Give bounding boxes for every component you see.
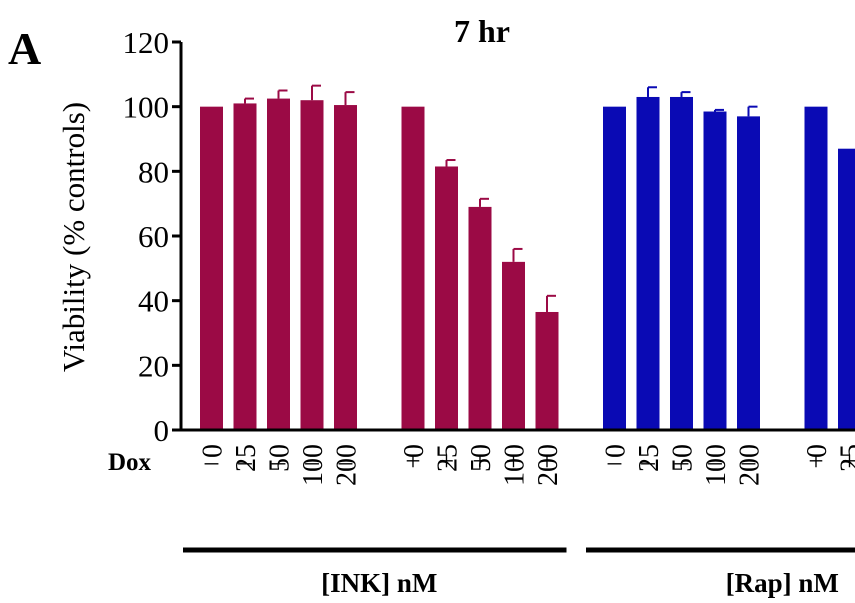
bar (200, 106, 223, 431)
x-tick-label: 25 (231, 444, 262, 472)
dox-sign: – (607, 446, 622, 476)
dox-sign: + (808, 446, 823, 476)
bar (300, 100, 324, 430)
dox-sign: – (707, 446, 722, 476)
x-tick-label: 0 (601, 444, 632, 458)
dox-sign: + (472, 446, 487, 476)
dox-sign: + (842, 446, 855, 476)
bar (703, 111, 727, 431)
y-tick-label: 60 (138, 219, 169, 254)
dox-row-label: Dox (108, 449, 152, 476)
y-tick-label: 40 (138, 284, 169, 319)
chart-title: 7 hr (454, 13, 510, 49)
bar (267, 98, 290, 430)
x-tick-label: 25 (433, 444, 464, 472)
x-tick-label: 25 (634, 444, 665, 472)
bar (435, 166, 458, 430)
x-tick-label: 0 (802, 444, 833, 458)
group-label: [Rap] nM (726, 568, 839, 598)
dox-sign: – (271, 446, 286, 476)
x-tick-label: 100 (500, 444, 531, 486)
dox-sign: + (539, 446, 554, 476)
x-tick-label: 0 (198, 444, 229, 458)
y-tick-label: 20 (138, 348, 169, 383)
bar (636, 96, 660, 430)
y-axis-label: Viability (% controls) (56, 102, 91, 372)
y-tick-label: 100 (123, 90, 170, 125)
bar (401, 106, 425, 431)
x-tick-label: 200 (735, 444, 766, 486)
x-tick-label: 0 (399, 444, 430, 458)
bar (838, 148, 855, 430)
x-tick-label: 200 (533, 444, 564, 486)
dox-sign: + (439, 446, 454, 476)
bar (468, 206, 492, 430)
y-tick-label: 0 (154, 413, 170, 448)
bar (233, 103, 257, 430)
x-tick-label: 50 (466, 444, 497, 472)
bar (737, 116, 760, 430)
x-tick-label: 50 (265, 444, 296, 472)
dox-sign: + (405, 446, 420, 476)
dox-sign: – (304, 446, 319, 476)
bar (535, 311, 559, 430)
group-label: [INK] nM (321, 568, 437, 598)
x-tick-label: 100 (701, 444, 732, 486)
bar (603, 106, 626, 431)
x-tick-label: 50 (668, 444, 699, 472)
bar (804, 106, 828, 431)
panel-letter: A (8, 23, 41, 74)
dox-sign: – (674, 446, 689, 476)
x-tick-label: 200 (332, 444, 363, 486)
x-tick-label: 100 (298, 444, 329, 486)
x-tick-label: 25 (836, 444, 855, 472)
bar (334, 105, 357, 431)
dox-sign: – (741, 446, 756, 476)
y-tick-label: 120 (123, 25, 170, 60)
dox-sign: – (204, 446, 219, 476)
dox-sign: – (237, 446, 252, 476)
bar (670, 96, 693, 430)
bar (502, 261, 525, 430)
y-tick-label: 80 (138, 154, 169, 189)
dox-sign: – (338, 446, 353, 476)
dox-sign: – (640, 446, 655, 476)
dox-sign: + (506, 446, 521, 476)
